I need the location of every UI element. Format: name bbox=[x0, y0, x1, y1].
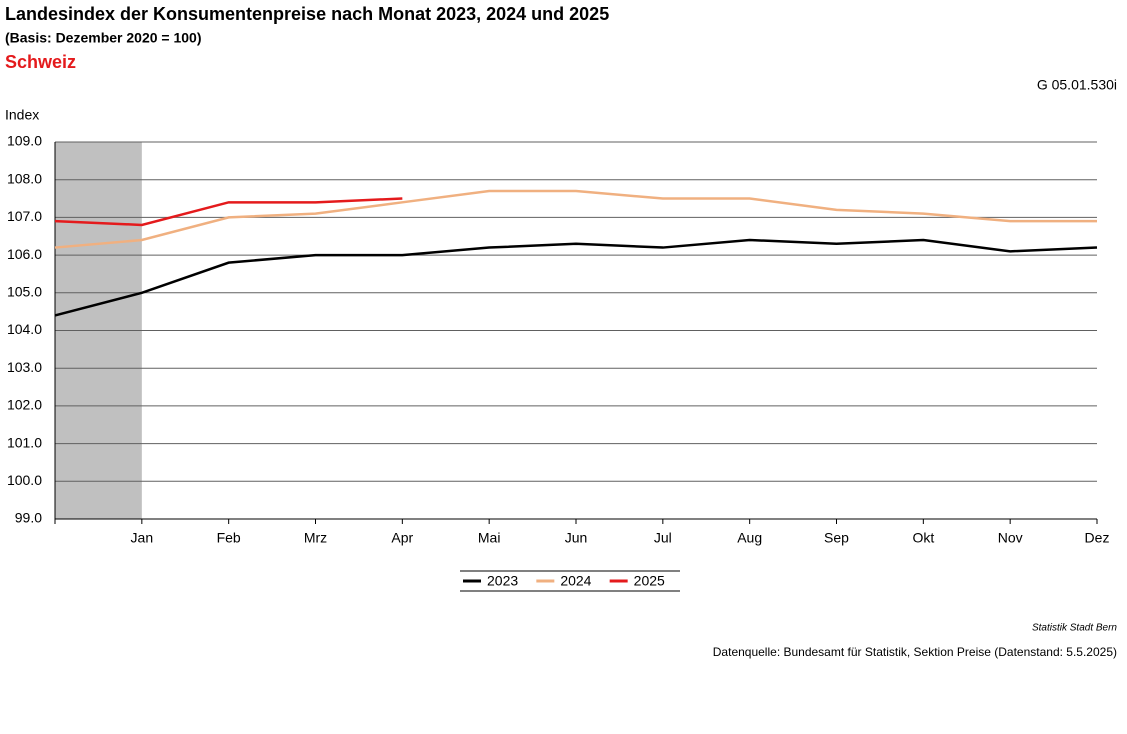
y-tick-label: 100.0 bbox=[7, 472, 42, 488]
x-tick-label: Sep bbox=[824, 530, 849, 546]
y-tick-label: 103.0 bbox=[7, 359, 42, 375]
series-line bbox=[54, 197, 403, 227]
y-tick-label: 102.0 bbox=[7, 397, 42, 413]
chart-subtitle: (Basis: Dezember 2020 = 100) bbox=[5, 30, 202, 46]
x-tick-label: Feb bbox=[217, 530, 241, 546]
x-tick-label: Dez bbox=[1085, 530, 1110, 546]
x-tick-label: Apr bbox=[391, 530, 413, 546]
x-tick-label: Mrz bbox=[304, 530, 327, 546]
x-tick-label: Jun bbox=[565, 530, 588, 546]
series-line bbox=[54, 189, 1097, 249]
y-axis-label: Index bbox=[5, 107, 39, 123]
x-tick-label: Mai bbox=[478, 530, 501, 546]
legend-label: 2024 bbox=[560, 573, 591, 589]
x-tick-label: Jul bbox=[654, 530, 672, 546]
y-tick-label: 109.0 bbox=[7, 133, 42, 149]
series-line bbox=[54, 238, 1098, 317]
legend-label: 2025 bbox=[634, 573, 665, 589]
x-tick-label: Aug bbox=[737, 530, 762, 546]
chart-title: Landesindex der Konsumentenpreise nach M… bbox=[5, 4, 609, 24]
y-tick-label: 104.0 bbox=[7, 321, 42, 337]
y-tick-label: 101.0 bbox=[7, 434, 42, 450]
source: Datenquelle: Bundesamt für Statistik, Se… bbox=[713, 645, 1117, 659]
credit: Statistik Stadt Bern bbox=[1032, 623, 1117, 634]
x-tick-label: Nov bbox=[998, 530, 1023, 546]
y-tick-label: 99.0 bbox=[15, 510, 42, 526]
region: Schweiz bbox=[5, 52, 76, 72]
chart-code: G 05.01.530i bbox=[1037, 77, 1117, 93]
legend-label: 2023 bbox=[487, 573, 518, 589]
y-tick-label: 105.0 bbox=[7, 284, 42, 300]
y-tick-label: 106.0 bbox=[7, 246, 42, 262]
x-tick-label: Okt bbox=[912, 530, 934, 546]
y-tick-label: 107.0 bbox=[7, 208, 42, 224]
y-tick-label: 108.0 bbox=[7, 170, 42, 186]
x-tick-label: Jan bbox=[131, 530, 154, 546]
